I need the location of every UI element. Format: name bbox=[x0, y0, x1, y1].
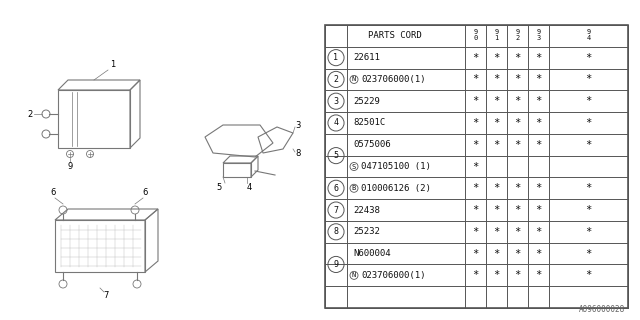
Text: 6: 6 bbox=[142, 188, 148, 197]
Text: *: * bbox=[493, 53, 500, 63]
Text: 4: 4 bbox=[333, 118, 339, 127]
Text: *: * bbox=[586, 53, 591, 63]
Text: *: * bbox=[472, 249, 479, 259]
Text: 4: 4 bbox=[246, 182, 252, 191]
Text: *: * bbox=[586, 118, 591, 128]
Text: 25232: 25232 bbox=[353, 227, 380, 236]
Text: 023706000(1): 023706000(1) bbox=[361, 75, 426, 84]
Text: 22611: 22611 bbox=[353, 53, 380, 62]
Text: *: * bbox=[515, 205, 520, 215]
Text: 25229: 25229 bbox=[353, 97, 380, 106]
Text: *: * bbox=[515, 118, 520, 128]
Text: 5: 5 bbox=[333, 151, 339, 160]
Text: *: * bbox=[586, 227, 591, 237]
Text: *: * bbox=[536, 75, 541, 84]
Text: *: * bbox=[472, 96, 479, 106]
Text: 8: 8 bbox=[333, 227, 339, 236]
Text: 5: 5 bbox=[216, 182, 221, 191]
Text: *: * bbox=[472, 118, 479, 128]
Text: *: * bbox=[536, 183, 541, 193]
Text: *: * bbox=[586, 96, 591, 106]
Text: 023706000(1): 023706000(1) bbox=[361, 271, 426, 280]
Text: N: N bbox=[352, 272, 356, 278]
Text: 6: 6 bbox=[51, 188, 56, 197]
Text: *: * bbox=[536, 140, 541, 150]
Text: *: * bbox=[536, 205, 541, 215]
Text: *: * bbox=[472, 162, 479, 172]
Text: *: * bbox=[493, 205, 500, 215]
Text: *: * bbox=[515, 183, 520, 193]
Text: *: * bbox=[536, 53, 541, 63]
Text: 9
2: 9 2 bbox=[515, 28, 520, 41]
Text: *: * bbox=[472, 183, 479, 193]
Text: N: N bbox=[352, 76, 356, 83]
Text: 9: 9 bbox=[67, 162, 72, 171]
Text: 9
0: 9 0 bbox=[474, 28, 477, 41]
Text: *: * bbox=[515, 96, 520, 106]
Text: *: * bbox=[493, 183, 500, 193]
Text: 22438: 22438 bbox=[353, 205, 380, 214]
Text: *: * bbox=[536, 118, 541, 128]
Text: *: * bbox=[515, 227, 520, 237]
Text: *: * bbox=[493, 227, 500, 237]
Text: *: * bbox=[536, 270, 541, 280]
Text: *: * bbox=[493, 118, 500, 128]
Text: *: * bbox=[472, 227, 479, 237]
Text: A096000028: A096000028 bbox=[579, 305, 625, 314]
Text: PARTS CORD: PARTS CORD bbox=[368, 31, 422, 40]
Text: *: * bbox=[515, 140, 520, 150]
Text: *: * bbox=[493, 270, 500, 280]
Text: 7: 7 bbox=[103, 292, 109, 300]
Text: B: B bbox=[352, 185, 356, 191]
Text: 047105100 (1): 047105100 (1) bbox=[361, 162, 431, 171]
Text: 2: 2 bbox=[333, 75, 339, 84]
Text: *: * bbox=[586, 270, 591, 280]
Text: 010006126 (2): 010006126 (2) bbox=[361, 184, 431, 193]
Text: *: * bbox=[493, 140, 500, 150]
Text: 2: 2 bbox=[28, 109, 33, 118]
Text: 0575006: 0575006 bbox=[353, 140, 390, 149]
Text: 6: 6 bbox=[333, 184, 339, 193]
Text: *: * bbox=[515, 75, 520, 84]
Text: 9
3: 9 3 bbox=[536, 28, 541, 41]
Text: *: * bbox=[586, 205, 591, 215]
Text: *: * bbox=[515, 53, 520, 63]
Text: *: * bbox=[472, 75, 479, 84]
Text: *: * bbox=[536, 227, 541, 237]
Text: 8: 8 bbox=[295, 148, 300, 157]
Text: *: * bbox=[493, 96, 500, 106]
Text: *: * bbox=[536, 96, 541, 106]
Text: *: * bbox=[493, 249, 500, 259]
Text: 82501C: 82501C bbox=[353, 118, 385, 127]
Text: N600004: N600004 bbox=[353, 249, 390, 258]
Text: *: * bbox=[472, 53, 479, 63]
Text: *: * bbox=[586, 140, 591, 150]
Text: *: * bbox=[515, 270, 520, 280]
Text: 9: 9 bbox=[333, 260, 339, 269]
Text: *: * bbox=[586, 75, 591, 84]
Text: S: S bbox=[352, 164, 356, 170]
Text: 7: 7 bbox=[333, 205, 339, 214]
Text: 9
4: 9 4 bbox=[586, 28, 591, 41]
Text: 3: 3 bbox=[295, 121, 300, 130]
Text: *: * bbox=[472, 270, 479, 280]
Text: *: * bbox=[586, 183, 591, 193]
Text: 1: 1 bbox=[110, 60, 115, 69]
Text: 1: 1 bbox=[333, 53, 339, 62]
Text: *: * bbox=[586, 249, 591, 259]
Text: *: * bbox=[472, 140, 479, 150]
Text: 3: 3 bbox=[333, 97, 339, 106]
Text: *: * bbox=[493, 75, 500, 84]
Text: *: * bbox=[515, 249, 520, 259]
Text: *: * bbox=[536, 249, 541, 259]
Text: *: * bbox=[472, 205, 479, 215]
Text: 9
1: 9 1 bbox=[494, 28, 499, 41]
